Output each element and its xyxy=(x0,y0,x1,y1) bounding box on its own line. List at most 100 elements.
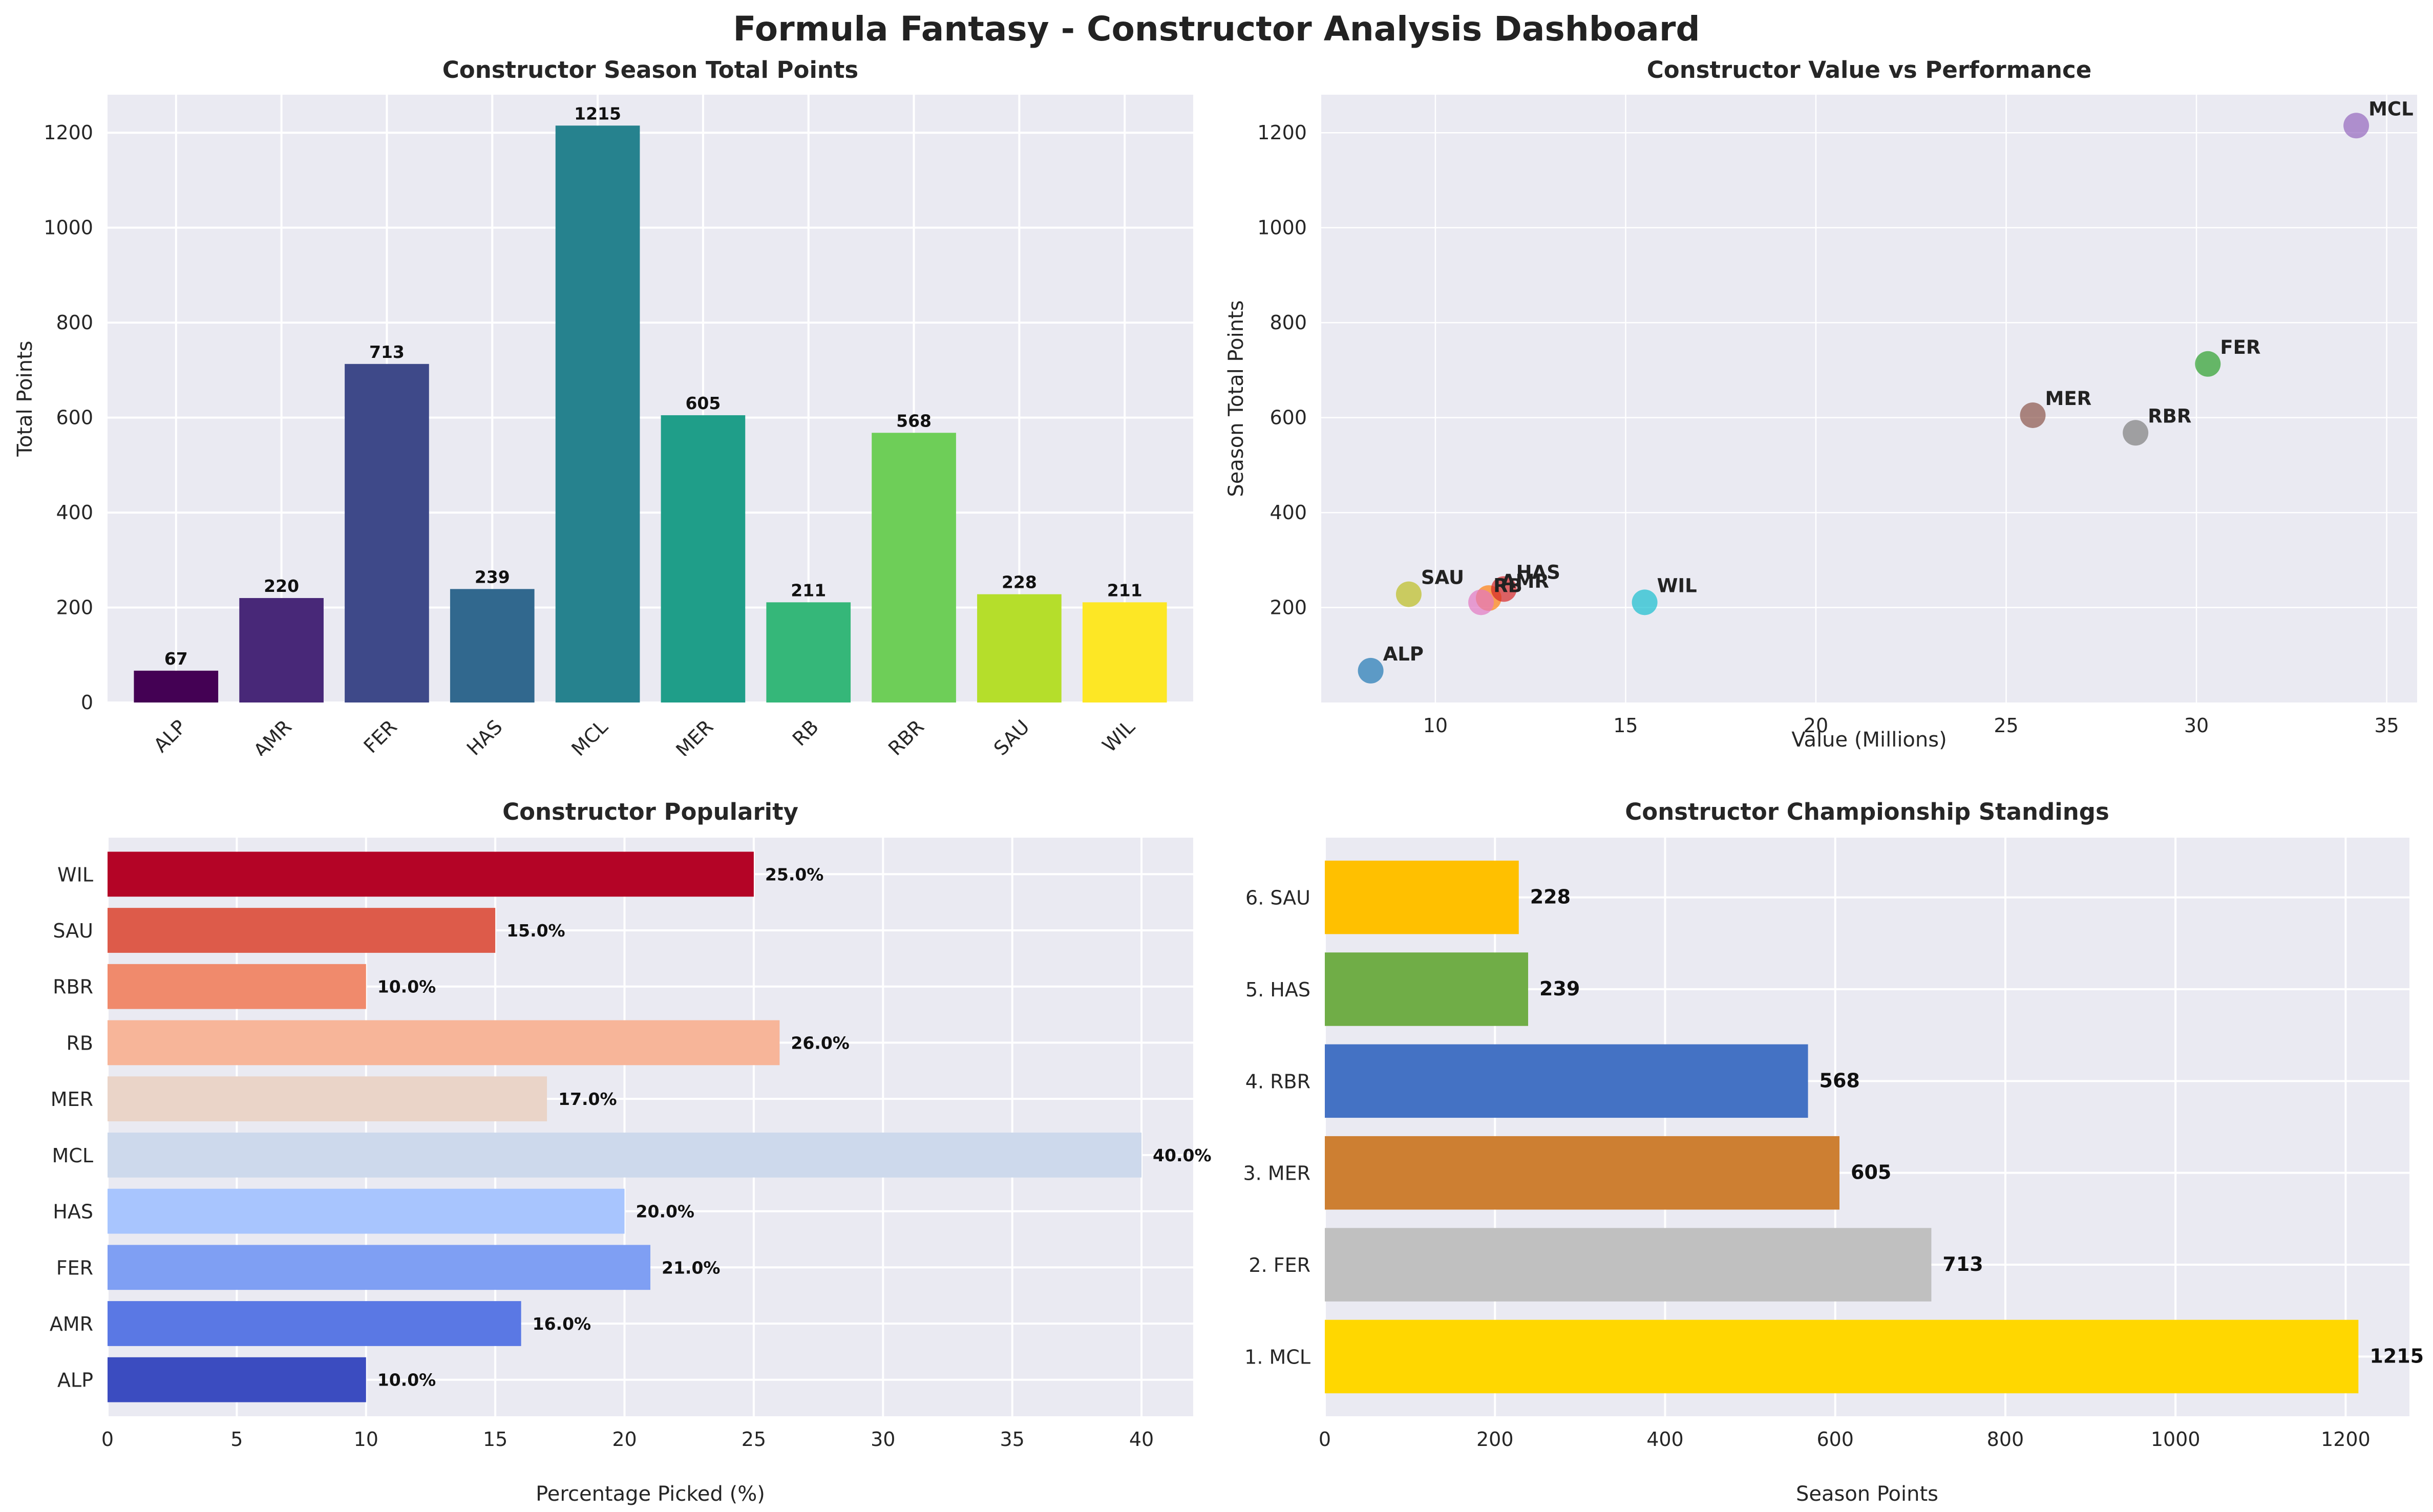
point-mer xyxy=(2020,402,2046,428)
bar-value-label: 568 xyxy=(1820,1069,1860,1092)
x-tick-label: 10 xyxy=(1423,714,1448,737)
value-vs-performance-chart: Constructor Value vs Performance 200 400 60… xyxy=(1224,56,2417,752)
x-axis-label: Percentage Picked (%) xyxy=(536,1482,765,1506)
bar-has xyxy=(1325,952,1529,1026)
y-tick-label: WIL xyxy=(57,863,93,886)
point-rb xyxy=(1468,589,1494,615)
x-tick-label: HAS xyxy=(462,715,507,756)
y-tick-label: 1200 xyxy=(1257,121,1307,144)
x-tick-label: 35 xyxy=(1000,1428,1024,1451)
y-tick-label: 200 xyxy=(56,597,93,619)
y-axis-label: Season Total Points xyxy=(1224,300,1248,497)
point-label: AMR xyxy=(1501,570,1549,592)
y-tick-label: RBR xyxy=(53,976,93,998)
bar-value-label: 16.0% xyxy=(533,1314,591,1334)
bar-value-label: 605 xyxy=(1851,1161,1891,1184)
x-tick-label: 1000 xyxy=(2151,1428,2201,1451)
x-tick-label: 200 xyxy=(1476,1428,1514,1451)
x-tick-label: 0 xyxy=(1319,1428,1331,1451)
y-tick-label: 1200 xyxy=(44,121,93,144)
x-tick-label: 15 xyxy=(483,1428,507,1451)
point-wil xyxy=(1632,589,1658,615)
x-tick-label: 5 xyxy=(230,1428,243,1451)
bar-rbr xyxy=(1325,1044,1808,1118)
bar-amr xyxy=(108,1301,521,1346)
y-tick-label: 3. MER xyxy=(1243,1162,1310,1185)
bar-has xyxy=(108,1188,625,1234)
bar-value-label: 211 xyxy=(791,580,826,600)
bar-rbr xyxy=(872,433,956,702)
standings-chart: Constructor Championship Standings 0 200 40… xyxy=(1243,798,2424,1506)
popularity-chart: Constructor Popularity 0 5 10 15 20 25 30 35 40 AL… xyxy=(50,798,1212,1506)
bar-value-label: 713 xyxy=(1942,1253,1983,1275)
bar-wil xyxy=(108,851,754,897)
bar-value-label: 10.0% xyxy=(377,1370,436,1390)
bar-mer xyxy=(108,1076,547,1122)
x-tick-label: RBR xyxy=(884,715,928,756)
y-tick-label: 400 xyxy=(56,501,93,524)
bar-value-label: 67 xyxy=(164,649,188,669)
x-tick-label: 1200 xyxy=(2321,1428,2371,1451)
y-axis-label: Total Points xyxy=(13,340,37,457)
dashboard-title: Formula Fantasy - Constructor Analysis D… xyxy=(733,9,1700,49)
x-tick-label: 30 xyxy=(2184,714,2209,737)
bar-rb xyxy=(108,1020,780,1066)
x-tick-label: AMR xyxy=(249,715,296,756)
point-label: RB xyxy=(1493,574,1522,597)
point-label: HAS xyxy=(1516,561,1560,583)
bar-value-label: 25.0% xyxy=(765,864,824,884)
y-tick-label: SAU xyxy=(53,920,93,942)
y-tick-label: 2. FER xyxy=(1249,1254,1310,1276)
y-tick-label: 200 xyxy=(1270,597,1307,619)
y-tick-label: FER xyxy=(56,1257,93,1279)
bar-mer xyxy=(1325,1136,1840,1210)
bar-value-label: 20.0% xyxy=(636,1202,695,1222)
bar-value-label: 220 xyxy=(264,576,299,596)
bar-value-label: 568 xyxy=(896,411,932,431)
bar-value-label: 605 xyxy=(685,393,721,413)
x-tick-label: 20 xyxy=(1804,714,1828,737)
bar-fer xyxy=(345,364,429,702)
bar-value-label: 26.0% xyxy=(791,1033,850,1053)
point-label: WIL xyxy=(1657,574,1697,597)
point-alp xyxy=(1358,657,1384,684)
x-tick-label: MER xyxy=(671,715,717,756)
bar-sau xyxy=(977,594,1062,702)
point-label: MER xyxy=(2045,388,2092,410)
x-tick-label: 25 xyxy=(742,1428,766,1451)
bar-alp xyxy=(108,1357,366,1402)
point-label: SAU xyxy=(1421,567,1464,589)
bar-mcl xyxy=(555,125,640,702)
bar-value-label: 21.0% xyxy=(662,1258,721,1277)
point-label: FER xyxy=(2220,336,2260,358)
x-tick-label: SAU xyxy=(989,715,1034,756)
value-performance-title: Constructor Value vs Performance xyxy=(1647,56,2092,83)
y-tick-label: 5. HAS xyxy=(1245,978,1310,1001)
x-axis-label: Value (Millions) xyxy=(1791,728,1947,752)
bar-amr xyxy=(239,598,324,702)
point-mcl xyxy=(2343,113,2369,139)
y-tick-label: HAS xyxy=(53,1201,93,1223)
y-tick-label: ALP xyxy=(57,1369,93,1392)
bar-value-label: 10.0% xyxy=(377,977,436,997)
x-tick-label: 20 xyxy=(612,1428,637,1451)
point-label: ALP xyxy=(1383,643,1424,665)
point-sau xyxy=(1395,581,1422,607)
x-tick-label: 15 xyxy=(1613,714,1638,737)
point-label: MCL xyxy=(2368,98,2414,120)
x-tick-label: 400 xyxy=(1646,1428,1684,1451)
point-label: RBR xyxy=(2148,405,2191,427)
y-tick-label: 600 xyxy=(56,407,93,429)
point-rbr xyxy=(2123,420,2149,446)
standings-title: Constructor Championship Standings xyxy=(1625,798,2109,825)
x-tick-label: 35 xyxy=(2374,714,2399,737)
x-tick-label: 10 xyxy=(354,1428,378,1451)
bar-mcl xyxy=(1325,1319,2359,1394)
x-tick-label: WIL xyxy=(1098,715,1139,756)
bar-rb xyxy=(766,602,851,702)
y-tick-label: 600 xyxy=(1270,407,1307,429)
bar-fer xyxy=(108,1245,650,1290)
x-tick-label: 40 xyxy=(1129,1428,1154,1451)
bar-rbr xyxy=(108,964,366,1009)
bar-value-label: 239 xyxy=(475,567,510,587)
